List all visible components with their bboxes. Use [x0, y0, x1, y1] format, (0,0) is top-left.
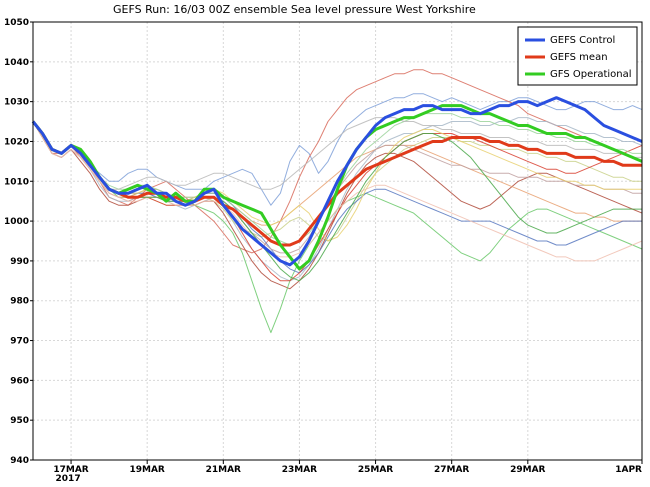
y-axis: 940 950 960 970 980 990 1000 1010 1020 1030 1040 10… [4, 18, 33, 466]
x-tick-label: 17MAR [53, 465, 88, 475]
x-tick-year-label: 2017 [56, 474, 81, 484]
x-tick-label: 19MAR [129, 465, 164, 475]
y-tick-label: 1020 [4, 137, 29, 147]
series-line-gefs-control [31, 96, 643, 267]
ensemble-member-line [32, 69, 643, 254]
y-tick-label: 1050 [4, 18, 29, 28]
y-tick-label: 950 [10, 416, 29, 426]
x-tick-label: 29MAR [510, 465, 545, 475]
ensemble-member-line [32, 121, 643, 262]
y-tick-label: 990 [10, 257, 29, 267]
x-tick-label: 27MAR [434, 465, 469, 475]
ensemble-member-line [32, 121, 642, 226]
x-tick-label: 23MAR [282, 465, 317, 475]
legend: GEFS Control GEFS mean GFS Operational [517, 26, 638, 86]
ensemble-member-line [32, 121, 642, 242]
plot-frame [32, 21, 643, 461]
legend-label: GEFS Control [550, 35, 615, 46]
series-line-gfs-operational [31, 104, 643, 271]
main-series-lines [31, 96, 643, 271]
y-tick-label: 1030 [4, 98, 29, 108]
x-tick-label: 25MAR [358, 465, 393, 475]
y-tick-label: 940 [10, 456, 29, 466]
legend-label: GFS Operational [550, 69, 632, 80]
plot-area [33, 22, 642, 460]
y-tick-label: 1010 [4, 177, 29, 187]
x-tick-label: 21MAR [206, 465, 241, 475]
y-tick-label: 1000 [4, 217, 29, 227]
y-tick-label: 960 [10, 376, 29, 386]
x-tick-label: 1APR [615, 465, 642, 475]
chart-title: GEFS Run: 16/03 00Z ensemble Sea level p… [113, 3, 476, 16]
y-tick-label: 1040 [4, 58, 29, 68]
y-tick-label: 970 [10, 337, 29, 347]
y-tick-label: 980 [10, 297, 29, 307]
ensemble-member-line [32, 117, 642, 190]
legend-label: GEFS mean [550, 52, 608, 63]
